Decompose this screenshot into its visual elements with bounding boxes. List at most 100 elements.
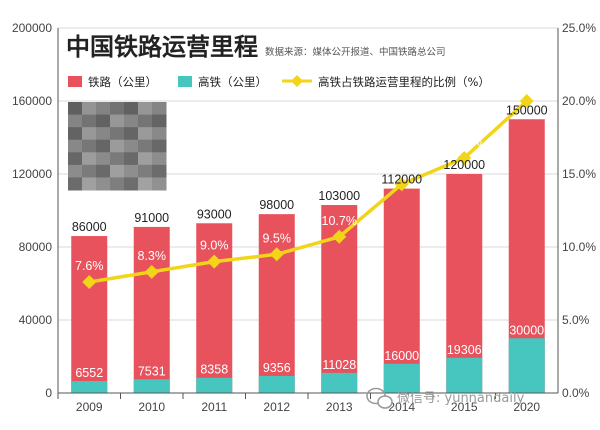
blur-cell [68, 139, 83, 153]
bar-railway [383, 188, 420, 393]
y-right-tick-label: 5.0% [562, 313, 590, 327]
y-left-tick-label: 200000 [12, 21, 52, 35]
blur-cell [124, 127, 139, 141]
ratio-line [88, 99, 528, 284]
blur-cell [82, 102, 97, 116]
x-tick-label: 2013 [326, 400, 353, 414]
bar-railway [133, 226, 170, 393]
blur-cell [138, 127, 153, 141]
y-left-tick-label: 120000 [12, 167, 52, 181]
blur-cell [124, 152, 139, 166]
bar-highspeed [258, 375, 295, 393]
blur-cell [110, 114, 125, 128]
bar-railway [196, 223, 233, 393]
ratio-marker [144, 264, 159, 279]
ratio-marker [394, 177, 409, 192]
data-label-ratio: 16.1% [447, 135, 482, 149]
wechat-icon [366, 387, 393, 409]
data-label-highspeed: 11028 [322, 358, 356, 372]
legend-label-ratio: 高铁占铁路运营里程的比例（%） [318, 75, 490, 89]
legend-label-highspeed: 高铁（公里） [198, 75, 267, 89]
blur-cell [124, 139, 139, 153]
blur-cell [82, 164, 97, 178]
blurred-photo [68, 102, 167, 191]
blur-cell [110, 177, 125, 191]
x-tick-label: 2020 [513, 400, 540, 414]
ratio-line-group [82, 94, 534, 290]
blur-cell [138, 102, 153, 116]
blur-cell [96, 164, 111, 178]
bar-highspeed [446, 357, 483, 393]
blur-cell [138, 164, 153, 178]
bar-railway [71, 236, 108, 393]
blur-cell [152, 164, 167, 178]
bar-highspeed [508, 338, 545, 393]
x-tick-label: 2010 [138, 400, 165, 414]
y-left-tick-label: 0 [45, 386, 52, 400]
x-tick-label: 2012 [263, 400, 290, 414]
y-right-tick-label: 15.0% [562, 167, 596, 181]
bar-highspeed [321, 372, 358, 393]
blur-cell [82, 127, 97, 141]
data-label-railway: 112000 [381, 173, 422, 187]
data-label-ratio: 20.0% [509, 78, 544, 92]
bar-highspeed [71, 381, 108, 393]
chart-title: 中国铁路运营里程 [66, 33, 258, 61]
blur-cell [96, 152, 111, 166]
blur-cell [68, 114, 83, 128]
data-label-highspeed: 30000 [509, 323, 544, 337]
blur-cell [124, 102, 139, 116]
blur-cell [68, 164, 83, 178]
blur-cell [82, 177, 97, 191]
blur-cell [152, 139, 167, 153]
data-labels: 86000 91000 93000 98000 103000 112000 120000 15… [72, 78, 548, 380]
blur-cell [96, 102, 111, 116]
legend-swatch-highspeed [178, 76, 192, 87]
blur-cell [96, 114, 111, 128]
ratio-marker [519, 94, 534, 108]
data-label-railway: 103000 [318, 189, 360, 203]
chart-subtitle: 数据来源：媒体公开报道、中国铁路总公司 [265, 46, 446, 58]
axes: 0 40000 80000 120000 160000 200000 0.0% 5.0% 10.… [12, 21, 596, 414]
y-left-tick-label: 80000 [19, 240, 53, 254]
bar-highspeed [383, 363, 420, 393]
blur-cell [138, 152, 153, 166]
data-label-railway: 150000 [506, 103, 548, 117]
ratio-marker [82, 275, 97, 290]
blur-cell [138, 114, 153, 128]
bars [71, 119, 545, 393]
data-label-ratio: 9.5% [263, 231, 292, 245]
data-label-highspeed: 7531 [138, 364, 166, 378]
blur-cell [82, 139, 97, 153]
blur-cell [152, 127, 167, 141]
data-label-railway: 98000 [259, 198, 294, 212]
blur-cell [124, 114, 139, 128]
blur-cell [110, 164, 125, 178]
blur-cell [124, 164, 139, 178]
ratio-marker [457, 150, 472, 165]
y-left-tick-label: 160000 [12, 94, 52, 108]
y-right-tick-label: 20.0% [562, 94, 596, 108]
data-label-railway: 91000 [134, 211, 169, 225]
data-label-ratio: 8.3% [138, 249, 167, 263]
watermark: 微信号: yunnandaily [366, 387, 525, 409]
blur-cell [82, 114, 97, 128]
y-right-tick-label: 10.0% [562, 240, 596, 254]
blur-cell [96, 177, 111, 191]
blur-cell [110, 139, 125, 153]
blur-cell [152, 152, 167, 166]
blur-cell [82, 152, 97, 166]
ratio-marker [332, 229, 347, 244]
data-label-ratio: 14.3% [384, 161, 419, 175]
legend: 铁路（公里） 高铁（公里） 高铁占铁路运营里程的比例（%） [68, 75, 490, 89]
legend-marker-ratio [291, 75, 303, 87]
blur-cell [96, 127, 111, 141]
bar-railway [446, 174, 483, 393]
data-label-highspeed: 16000 [384, 349, 419, 363]
blur-cell [124, 177, 139, 191]
x-tick-label: 2015 [451, 400, 478, 414]
data-label-ratio: 7.6% [75, 259, 104, 273]
watermark-text: 微信号: yunnandaily [397, 391, 525, 406]
blur-cell [110, 102, 125, 116]
